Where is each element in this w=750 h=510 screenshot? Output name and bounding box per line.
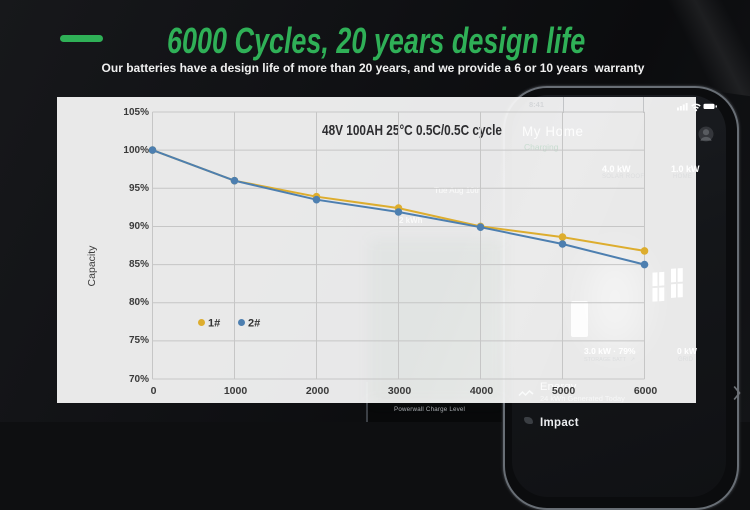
- svg-text:2#: 2#: [248, 318, 260, 330]
- svg-text:1#: 1#: [208, 318, 220, 330]
